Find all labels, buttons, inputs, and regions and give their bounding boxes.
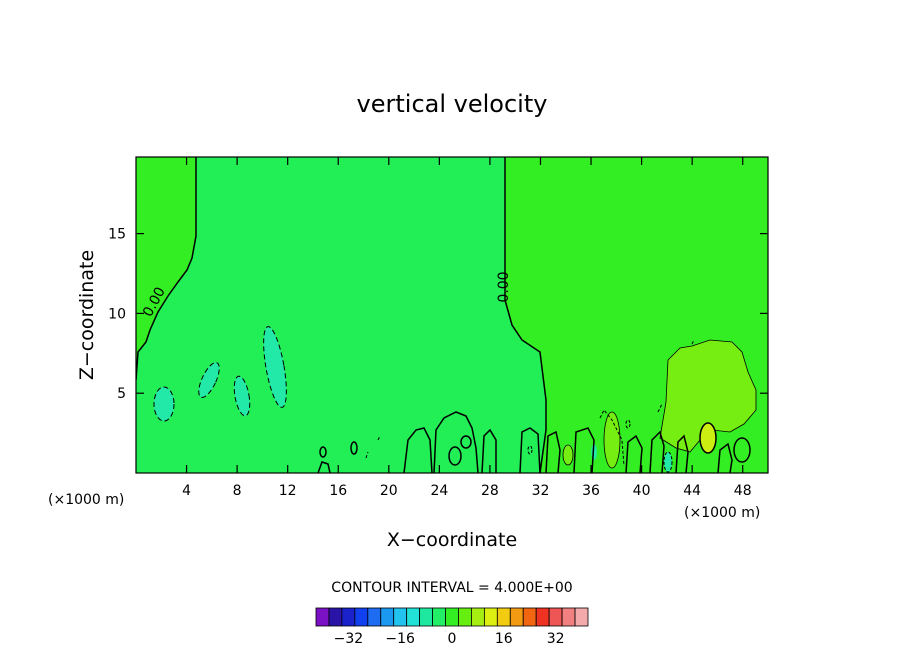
colorbar-swatch: [315, 607, 330, 627]
colorbar-swatch: [561, 607, 576, 627]
x-tick-label: 8: [233, 483, 242, 499]
colorbar-swatch: [380, 607, 395, 627]
colorbar: −32 −16 0 16 32: [315, 607, 589, 647]
zero-contours: [136, 157, 733, 473]
colorbar-swatch: [406, 607, 421, 627]
minor-contours: [365, 339, 695, 467]
x-axis: 4 8 12 16 20 24 28 32 36 40 44 48: [182, 157, 752, 499]
velocity-field: [136, 157, 768, 473]
pos-cell-36: [603, 411, 621, 469]
x-tick-label: 28: [481, 483, 499, 499]
colorbar-swatch: [535, 607, 550, 627]
x-tick-label: 44: [683, 483, 701, 499]
y-axis: 5 10 15: [108, 227, 768, 402]
neg-blob-1: [153, 386, 175, 422]
colorbar-swatch: [432, 607, 446, 627]
y-axis-label: Z−coordinate: [76, 250, 98, 380]
x-tick-label: 16: [329, 483, 347, 499]
pos-cell-34: [562, 444, 574, 466]
colorbar-tick-label: −16: [385, 631, 415, 647]
y-tick-label: 5: [117, 386, 126, 402]
x-unit-right: (×1000 m): [684, 505, 760, 521]
x-tick-label: 48: [734, 483, 752, 499]
negative-region: [136, 157, 546, 473]
x-tick-label: 24: [430, 483, 448, 499]
colorbar-tick-label: 16: [495, 631, 513, 647]
colorbar-swatch: [509, 607, 524, 627]
colorbar-swatch: [471, 607, 485, 627]
x-tick-label: 4: [182, 483, 191, 499]
colorbar-swatch: [574, 607, 589, 627]
colorbar-swatch: [341, 607, 356, 627]
colorbar-swatch: [354, 607, 369, 627]
contour-interval-text: CONTOUR INTERVAL = 4.000E+00: [331, 580, 572, 596]
colorbar-swatch: [328, 607, 343, 627]
pos-cell-right: [733, 437, 751, 463]
colorbar-swatch: [419, 607, 433, 627]
colorbar-swatch: [458, 607, 472, 627]
contour-label-mid: 0.00: [496, 271, 512, 302]
y-tick-label: 15: [108, 227, 126, 243]
x-tick-label: 40: [633, 483, 651, 499]
colorbar-swatch: [367, 607, 382, 627]
colorbar-tick-label: 0: [448, 631, 457, 647]
x-tick-label: 32: [532, 483, 550, 499]
x-axis-label: X−coordinate: [387, 529, 517, 551]
colorbar-swatch: [496, 607, 511, 627]
x-tick-label: 12: [279, 483, 297, 499]
colorbar-swatch: [445, 607, 459, 627]
colorbar-swatch: [548, 607, 563, 627]
colorbar-swatch: [483, 607, 498, 627]
x-unit-left: (×1000 m): [48, 492, 124, 508]
plot-frame: [135, 156, 769, 474]
neg-blob-3: [233, 375, 251, 417]
y-tick-label: 10: [108, 306, 126, 322]
pos-peak: [699, 422, 717, 454]
colorbar-swatch: [393, 607, 408, 627]
neg-blob-2: [198, 362, 220, 398]
colorbar-swatch: [522, 607, 537, 627]
positive-region: [659, 339, 757, 453]
colorbar-tick-label: 32: [547, 631, 565, 647]
chart-title: vertical velocity: [357, 90, 548, 118]
x-tick-label: 20: [380, 483, 398, 499]
x-tick-label: 36: [582, 483, 600, 499]
colorbar-tick-label: −32: [334, 631, 364, 647]
neg-cell-42: [663, 451, 673, 473]
neg-blob-4: [263, 326, 287, 408]
